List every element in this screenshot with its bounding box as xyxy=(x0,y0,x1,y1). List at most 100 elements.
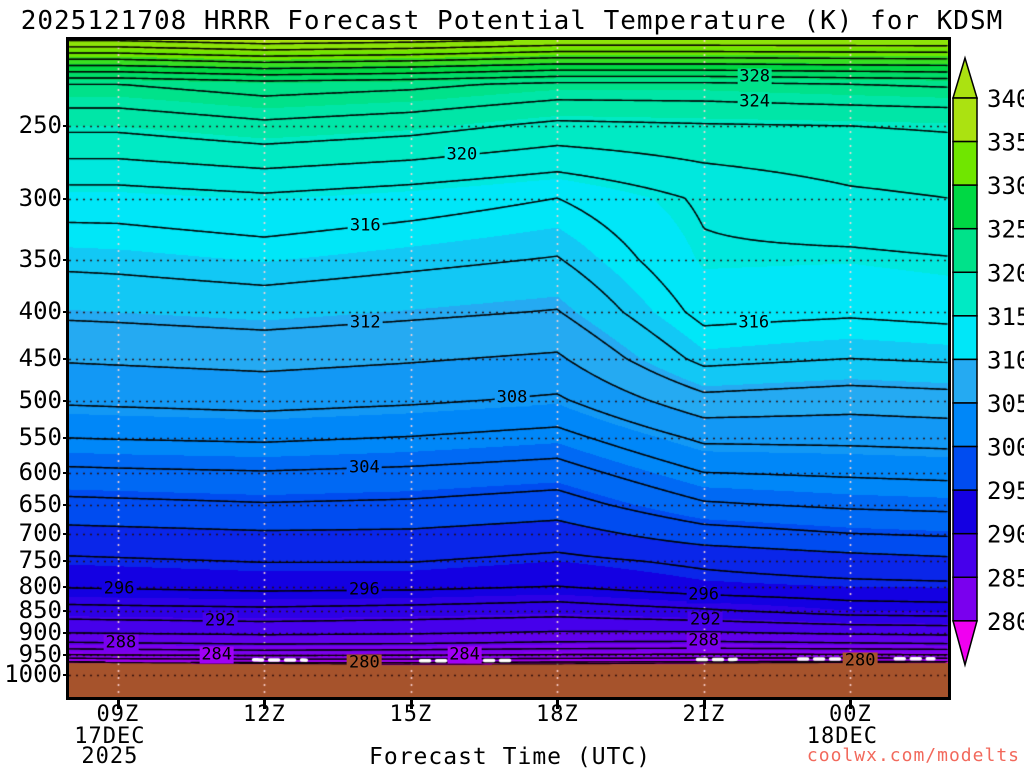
y-tick-mark xyxy=(63,197,69,200)
x-axis-title: Forecast Time (UTC) xyxy=(369,744,652,768)
watermark: coolwx.com/modelts xyxy=(806,745,1020,766)
contour-label-280: 280 xyxy=(346,652,382,673)
colorbar-cell-300-305 xyxy=(952,402,978,448)
contour-label-292: 292 xyxy=(202,610,238,631)
colorbar-cell-335-340 xyxy=(952,97,978,143)
y-tick-label-450: 450 xyxy=(18,344,62,372)
y-tick-label-950: 950 xyxy=(18,639,62,668)
chart-title: 2025121708 HRRR Forecast Potential Tempe… xyxy=(20,6,1004,36)
x-tick-mark xyxy=(702,700,706,709)
colorbar-tick-label-330: 330 xyxy=(987,172,1024,200)
y-tick-label-750: 750 xyxy=(18,546,62,575)
colorbar-tick-label-300: 300 xyxy=(987,434,1024,462)
y-tick-label-1000: 1000 xyxy=(4,660,62,689)
x-tick-mark xyxy=(409,700,413,709)
y-tick-mark xyxy=(63,609,69,612)
colorbar-tick-label-280: 280 xyxy=(987,608,1024,636)
y-tick-mark xyxy=(63,585,69,588)
x-date-label: 17DEC xyxy=(74,724,146,749)
x-tick-mark xyxy=(556,700,560,709)
contour-label-324: 324 xyxy=(737,91,772,112)
x-tick-label-15Z: 15Z xyxy=(389,702,433,727)
colorbar-tick-label-295: 295 xyxy=(987,477,1024,505)
colorbar-tick-label-305: 305 xyxy=(987,390,1024,418)
colorbar-tick-label-340: 340 xyxy=(987,85,1024,113)
colorbar-tick-label-320: 320 xyxy=(987,259,1024,287)
colorbar-arrow-bottom xyxy=(952,620,978,668)
contour-line-canvas xyxy=(69,40,948,697)
colorbar-tick-label-315: 315 xyxy=(987,303,1024,331)
y-tick-mark xyxy=(63,653,69,656)
y-tick-mark xyxy=(63,358,69,360)
contour-label-308: 308 xyxy=(494,387,530,408)
y-tick-mark xyxy=(63,560,69,563)
contour-label-304: 304 xyxy=(346,457,382,478)
colorbar-tick-label-325: 325 xyxy=(987,216,1024,244)
y-tick-mark xyxy=(63,399,69,402)
x-date-label: 2025 xyxy=(81,744,139,768)
y-tick-label-550: 550 xyxy=(18,423,62,452)
colorbar-cell-320-325 xyxy=(952,227,978,274)
contour-label-296: 296 xyxy=(686,584,721,605)
y-tick-label-900: 900 xyxy=(18,618,62,647)
x-date-label: 18DEC xyxy=(806,724,878,749)
x-tick-mark xyxy=(849,700,853,709)
y-tick-mark xyxy=(63,632,69,635)
x-tick-label-00Z: 00Z xyxy=(828,702,872,727)
plot-area xyxy=(66,37,951,700)
contour-label-288: 288 xyxy=(103,632,139,653)
contour-label-328: 328 xyxy=(737,66,772,87)
colorbar-cell-290-295 xyxy=(952,489,978,535)
colorbar-tick-label-290: 290 xyxy=(987,521,1024,549)
colorbar-cell-315-320 xyxy=(952,271,978,317)
x-tick-mark xyxy=(263,700,267,709)
x-tick-label-09Z: 09Z xyxy=(96,702,140,727)
y-tick-label-350: 350 xyxy=(18,244,62,273)
contour-label-296: 296 xyxy=(101,578,137,599)
y-tick-mark xyxy=(63,532,69,535)
y-tick-label-650: 650 xyxy=(18,489,62,518)
colorbar-cell-325-330 xyxy=(952,184,978,230)
contour-label-316: 316 xyxy=(347,215,383,236)
y-tick-mark xyxy=(63,437,69,440)
colorbar-tick-label-310: 310 xyxy=(987,346,1024,374)
y-tick-label-800: 800 xyxy=(18,571,62,600)
colorbar-cell-305-310 xyxy=(952,358,978,404)
contour-label-284: 284 xyxy=(199,644,235,665)
y-tick-mark xyxy=(63,471,69,474)
colorbar-cell-295-300 xyxy=(952,445,978,491)
y-tick-mark xyxy=(63,674,69,677)
y-tick-label-250: 250 xyxy=(18,111,62,140)
colorbar: 340 335 330 325 320 315 310 305 300 295 290 285 280 xyxy=(951,55,1024,668)
colorbar-cell-280-285 xyxy=(952,576,978,622)
x-tick-mark xyxy=(116,700,120,709)
x-tick-label-12Z: 12Z xyxy=(242,702,286,727)
colorbar-cell-310-315 xyxy=(952,315,978,361)
colorbar-cell-330-335 xyxy=(952,140,978,186)
y-tick-label-400: 400 xyxy=(18,297,62,326)
contour-label-280: 280 xyxy=(842,650,878,671)
colorbar-arrow-top xyxy=(951,55,979,99)
y-tick-label-500: 500 xyxy=(18,385,62,414)
y-tick-label-300: 300 xyxy=(18,183,62,212)
contour-label-284: 284 xyxy=(447,644,482,665)
y-tick-mark xyxy=(63,503,69,506)
y-tick-mark xyxy=(63,311,69,314)
x-tick-label-18Z: 18Z xyxy=(535,702,579,727)
contour-label-316: 316 xyxy=(736,312,772,333)
y-tick-label-700: 700 xyxy=(18,518,62,547)
y-tick-label-850: 850 xyxy=(18,595,62,624)
y-tick-label-600: 600 xyxy=(18,457,62,486)
colorbar-tick-label-335: 335 xyxy=(987,129,1024,157)
x-tick-label-21Z: 21Z xyxy=(682,702,726,727)
contour-label-296: 296 xyxy=(346,579,382,600)
contour-label-292: 292 xyxy=(688,609,723,630)
y-tick-mark xyxy=(63,258,69,261)
colorbar-tick-label-285: 285 xyxy=(987,564,1024,592)
contour-label-320: 320 xyxy=(444,144,480,165)
contour-label-312: 312 xyxy=(347,312,383,333)
contour-label-288: 288 xyxy=(686,630,721,651)
colorbar-cell-285-290 xyxy=(952,532,978,579)
y-tick-mark xyxy=(63,125,69,128)
